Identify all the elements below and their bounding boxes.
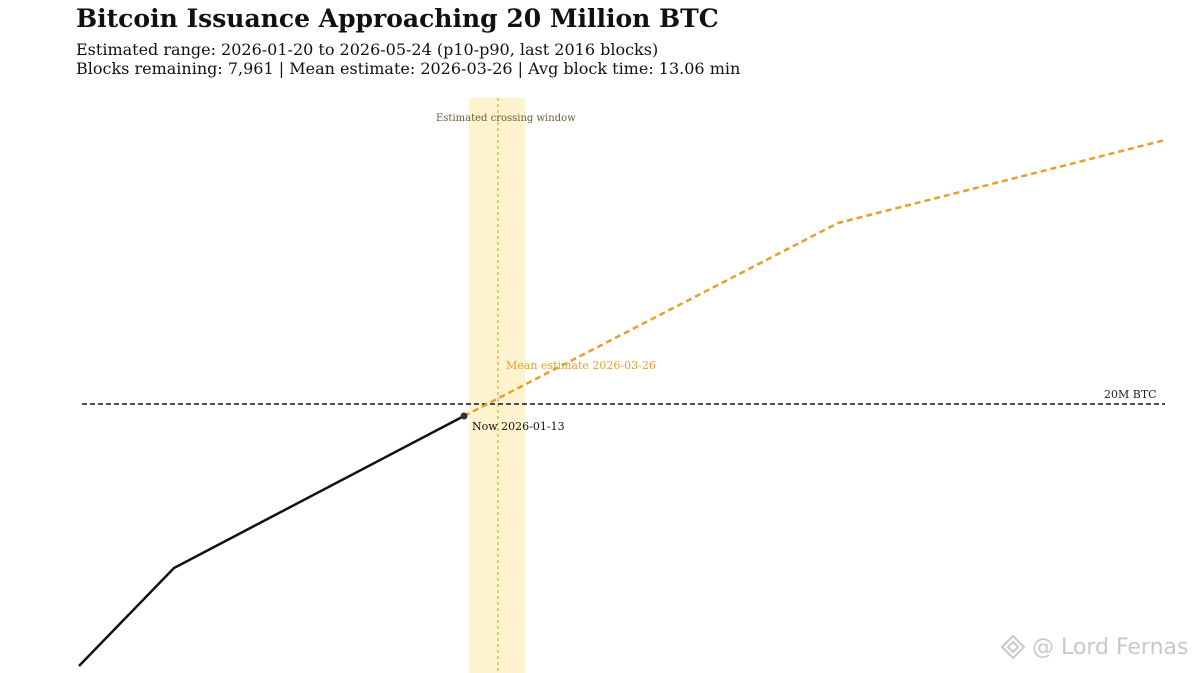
target-line-label: 20M BTC xyxy=(1104,388,1157,401)
chart-title: Bitcoin Issuance Approaching 20 Million … xyxy=(76,4,719,33)
crossing-window-band xyxy=(469,98,525,673)
historical-supply-line xyxy=(78,414,465,667)
mean-estimate-label: Mean estimate 2026-03-26 xyxy=(506,359,656,372)
now-label: Now 2026-01-13 xyxy=(472,420,565,433)
diamond-logo-icon xyxy=(1000,634,1026,660)
watermark: @ Lord Fernas xyxy=(1000,634,1188,660)
now-point xyxy=(460,412,468,420)
subtitle-stats: Blocks remaining: 7,961 | Mean estimate:… xyxy=(76,59,741,78)
projected-supply-line xyxy=(463,138,1166,418)
watermark-text: @ Lord Fernas xyxy=(1032,634,1189,660)
crossing-window-label: Estimated crossing window xyxy=(436,113,576,124)
subtitle-range: Estimated range: 2026-01-20 to 2026-05-2… xyxy=(76,40,659,59)
